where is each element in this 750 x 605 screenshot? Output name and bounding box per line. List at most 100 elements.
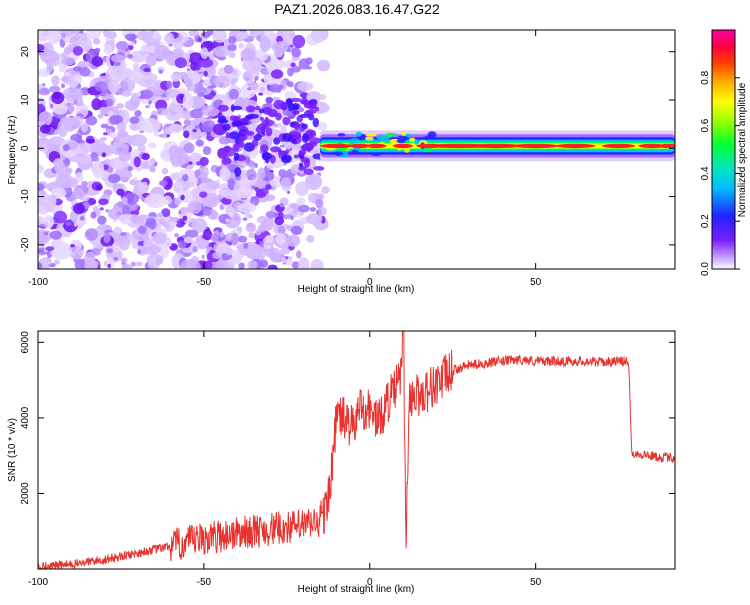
- y-tick-label: 6000: [20, 331, 31, 354]
- spectrogram-blob: [290, 225, 303, 235]
- spectrogram-blob: [128, 44, 134, 51]
- spectrogram-blob: [197, 37, 203, 43]
- spectrogram-blob: [321, 186, 330, 194]
- spectrogram-blob: [237, 30, 249, 40]
- spectrogram-blob: [320, 94, 327, 101]
- spectrogram-blob: [183, 236, 194, 244]
- spectrogram-blob: [115, 235, 126, 247]
- spectrogram-blob: [223, 190, 238, 200]
- spectrogram-blob: [152, 31, 160, 39]
- spectrogram-blob: [228, 131, 240, 140]
- spectrogram-blob: [119, 214, 135, 225]
- spectrogram-blob: [192, 128, 198, 133]
- spectrogram-blob: [201, 31, 211, 39]
- spectrogram-blob: [72, 46, 83, 56]
- spectrogram-blob: [91, 98, 102, 111]
- colorbar-label: Normalized spectral amplitude: [737, 82, 748, 217]
- colorbar-tick-label: 0.4: [700, 166, 711, 180]
- spectrogram-blob: [309, 207, 317, 212]
- spectrogram-blob: [257, 167, 266, 180]
- spectrogram-blob: [120, 90, 132, 97]
- spectrogram-blob: [238, 135, 245, 143]
- signal-band-blob: [365, 133, 377, 137]
- spectrogram-blob: [196, 86, 207, 95]
- x-tick-label: -100: [28, 577, 48, 588]
- spectrogram-blob: [303, 168, 314, 175]
- spectrogram-blob: [230, 256, 237, 265]
- spectrogram-blob: [193, 63, 201, 71]
- spectrogram-blob: [260, 144, 269, 153]
- spectrogram-blob: [228, 36, 237, 44]
- spectrogram-blob: [164, 32, 175, 45]
- spectrogram-blob: [170, 153, 187, 167]
- signal-band-blob: [371, 152, 382, 156]
- spectrogram-blob: [61, 83, 65, 89]
- spectrogram-blob: [108, 80, 120, 93]
- spectrogram-blob: [69, 246, 84, 260]
- spectrogram-blob: [246, 168, 257, 180]
- spectrogram-blob: [81, 180, 88, 187]
- spectrogram-blob: [230, 104, 235, 112]
- snr-frame: [37, 330, 676, 570]
- spectrogram-blob: [202, 260, 214, 269]
- spectrogram-blob: [183, 142, 195, 154]
- spectrogram-blob: [80, 121, 88, 133]
- spectrogram-blob: [51, 187, 67, 199]
- spectrogram-blob: [298, 162, 304, 168]
- spectrogram-blob: [264, 153, 270, 164]
- spectrogram-blob: [136, 91, 141, 97]
- spectrogram-blob: [278, 169, 287, 178]
- spectrogram-blob: [266, 210, 275, 219]
- spectrogram-blob: [158, 218, 166, 225]
- spectrogram-blob: [38, 87, 51, 96]
- spectrogram-blob: [238, 140, 245, 148]
- spectrogram-blob: [291, 103, 300, 110]
- spectrogram-blob: [130, 261, 136, 267]
- spectrogram-blob: [296, 197, 306, 205]
- spectrogram-blob: [304, 158, 310, 168]
- spectrogram-blob: [278, 225, 286, 235]
- spectrogram-blob: [165, 88, 180, 99]
- spectrogram-blob: [98, 198, 109, 206]
- signal-band-blob: [351, 149, 359, 155]
- spectrogram-blob: [106, 248, 114, 253]
- spectrogram-blob: [68, 103, 75, 114]
- spectrogram-blob: [197, 165, 209, 179]
- spectrogram-blob: [129, 179, 139, 186]
- spectrogram-blob: [231, 120, 244, 127]
- spectrogram-blob: [190, 96, 206, 109]
- spectrogram-blob: [202, 146, 212, 155]
- spectrogram-blob: [129, 71, 144, 81]
- spectrogram-blob: [278, 211, 284, 220]
- signal-band-blob: [397, 135, 409, 141]
- spectrogram-blob: [254, 76, 259, 81]
- spectrogram-blob: [145, 54, 157, 67]
- spectrogram-blob: [97, 113, 104, 119]
- spectrogram-blob: [121, 196, 128, 204]
- spectrogram-blob: [184, 229, 199, 238]
- spectrogram-blob: [144, 193, 166, 209]
- spectrogram-blob: [198, 58, 214, 68]
- spectrogram-blob: [309, 137, 321, 144]
- spectrogram-blob: [107, 263, 111, 269]
- spectrogram-blob: [85, 115, 98, 126]
- spectrogram-blob: [140, 44, 148, 53]
- spectrogram-blob: [133, 156, 141, 168]
- spectrogram-blob: [251, 138, 259, 147]
- spectrogram-blob: [225, 218, 231, 223]
- spectrogram-blob: [306, 213, 323, 225]
- spectrogram-blob: [290, 62, 296, 68]
- spectrogram-blob: [127, 166, 133, 172]
- spectrogram-blob: [38, 231, 47, 245]
- spectrogram-blob: [94, 47, 101, 53]
- spectrogram-blob: [233, 152, 240, 161]
- spectrogram-blob: [130, 92, 141, 108]
- spectrogram-blob: [62, 144, 70, 152]
- spectrogram-blob: [219, 231, 224, 238]
- spectrogram-blob: [65, 167, 73, 174]
- spectrogram-blob: [269, 146, 281, 153]
- spectrogram-blob: [305, 174, 322, 191]
- spectrogram-blob: [273, 137, 281, 145]
- signal-band-blob: [385, 132, 397, 137]
